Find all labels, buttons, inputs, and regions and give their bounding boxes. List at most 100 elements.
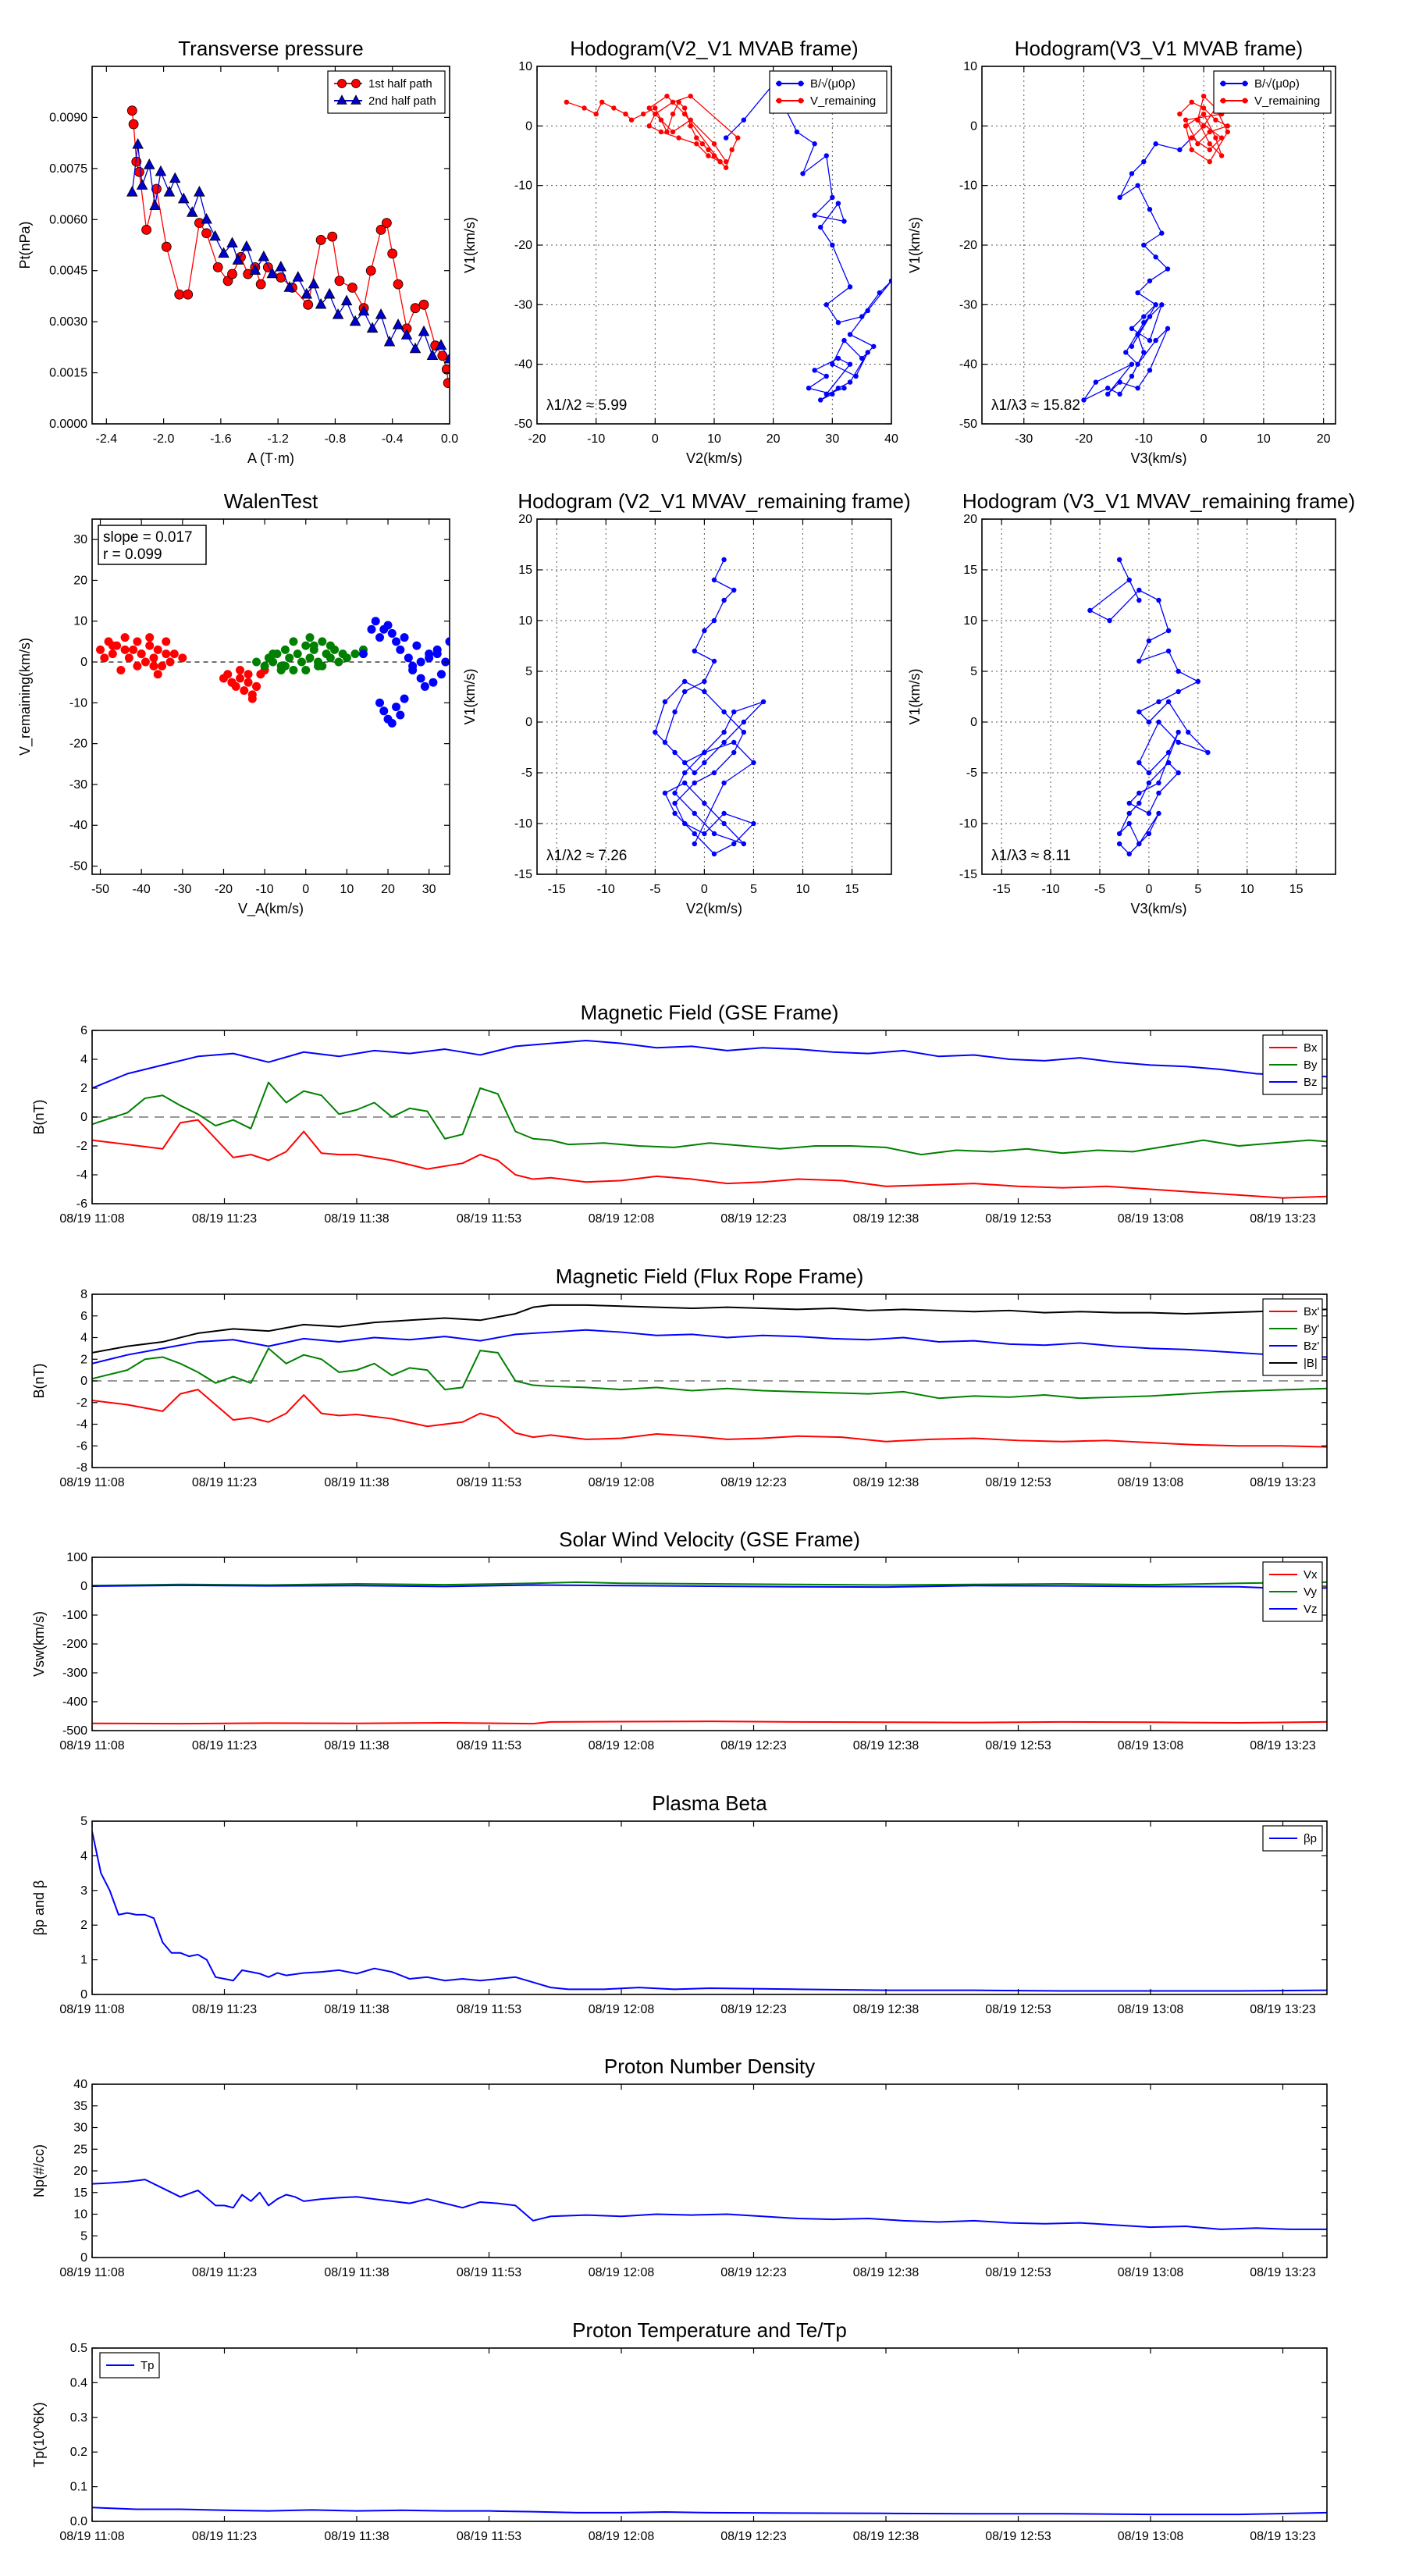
y-tick-label: 0 — [80, 1375, 87, 1388]
data-point — [1105, 391, 1111, 397]
data-point — [711, 831, 717, 837]
data-point — [741, 841, 747, 847]
x-axis-label: V2(km/s) — [686, 901, 742, 916]
y-tick-label: -5 — [966, 767, 977, 780]
x-tick-label: 08/19 12:38 — [853, 2003, 919, 2016]
data-point — [400, 329, 413, 340]
y-axis-label: Tp(10^6K) — [31, 2402, 47, 2467]
series-line — [92, 1119, 1327, 1199]
chart-walen: -50 -40 -30 -20 -10 0 10 20 30 -50 -40 -30 -20 -10 0 10… — [17, 489, 450, 917]
x-tick-label: 5 — [750, 883, 757, 896]
data-point — [1146, 831, 1152, 837]
eigenvalue-ratio: λ1/λ3 ≈ 8.11 — [991, 848, 1071, 864]
data-point — [1165, 628, 1172, 634]
axes-frame — [981, 518, 1336, 875]
data-point — [247, 694, 257, 703]
y-tick-label: 8 — [80, 1288, 87, 1301]
legend-marker — [336, 94, 347, 105]
data-point — [694, 141, 699, 147]
legend-label: Vx — [1304, 1568, 1318, 1582]
data-point — [681, 770, 688, 776]
y-tick-label: -50 — [959, 418, 977, 431]
data-point — [387, 718, 397, 728]
chart-h3: -15 -10 -5 0 5 10 15 20 -15 -10 -5 0 5 10 15 Hodogram (… — [462, 489, 911, 916]
x-tick-label: 20 — [767, 432, 781, 446]
series-line — [92, 1830, 1327, 1992]
data-point — [292, 271, 304, 282]
data-point — [145, 633, 155, 642]
data-point — [1176, 668, 1181, 674]
data-point — [441, 364, 450, 375]
data-point — [823, 391, 829, 397]
data-point — [1156, 780, 1161, 786]
data-point — [309, 641, 318, 650]
data-point — [812, 141, 817, 147]
y-tick-label: -30 — [69, 778, 87, 792]
data-point — [383, 621, 393, 630]
data-point — [706, 153, 711, 158]
data-point — [841, 337, 847, 343]
data-point — [847, 284, 853, 290]
data-point — [420, 681, 429, 691]
y-axis-label: V1(km/s) — [462, 669, 478, 725]
data-point — [1207, 147, 1212, 153]
series-line — [92, 1720, 1327, 1725]
legend-label: |B| — [1304, 1357, 1318, 1370]
x-tick-label: 08/19 11:23 — [192, 1739, 257, 1752]
x-tick-label: 10 — [707, 432, 721, 446]
data-point — [812, 212, 817, 219]
data-point — [367, 624, 376, 634]
x-tick-label: 08/19 11:08 — [59, 2266, 124, 2279]
y-tick-label: -400 — [62, 1695, 87, 1709]
data-point — [371, 617, 380, 626]
x-tick-label: -40 — [133, 883, 151, 896]
data-point — [1136, 800, 1142, 806]
data-point — [1136, 597, 1142, 603]
series-line — [92, 2507, 1327, 2516]
data-point — [400, 694, 409, 703]
y-tick-label: 40 — [73, 2078, 87, 2091]
data-point — [806, 386, 812, 391]
data-point — [1186, 729, 1191, 735]
y-tick-label: 100 — [66, 1551, 87, 1564]
data-point — [751, 760, 756, 766]
chart-tp: 0.00000.00150.00300.00450.00600.00750.00… — [17, 37, 458, 466]
x-tick-label: 10 — [1257, 432, 1271, 446]
y-tick-label: 5 — [80, 1815, 87, 1828]
series-line — [1083, 137, 1193, 401]
data-point — [711, 577, 717, 583]
data-point — [303, 299, 314, 310]
x-tick-label: 10 — [340, 883, 354, 896]
data-point — [201, 212, 212, 224]
y-tick-label: 0 — [80, 656, 87, 669]
chart-ts4: 0 1 2 3 4 5 08/19 11:08 08/19 11:23 08/19 11:38 0… — [31, 1791, 1328, 2016]
y-tick-label: -10 — [959, 817, 977, 831]
x-tick-label: 08/19 13:23 — [1250, 2003, 1316, 2016]
legend-marker — [350, 94, 361, 105]
chart-h1: -50 -40 -30 -20 -10 0 10 -20 -10 0 10 20 30 40 Hodogra… — [462, 37, 898, 466]
data-point — [1176, 739, 1181, 745]
data-point — [1129, 361, 1135, 367]
data-point — [1117, 194, 1122, 201]
data-point — [582, 105, 587, 111]
x-tick-label: 08/19 12:08 — [589, 1212, 655, 1226]
y-tick-label: -8 — [76, 1461, 87, 1475]
data-point — [1147, 207, 1153, 212]
y-tick-label: 0 — [970, 716, 977, 729]
data-point — [226, 237, 238, 248]
data-point — [275, 261, 287, 272]
data-point — [830, 194, 835, 201]
data-point — [723, 165, 729, 170]
chart-title: Solar Wind Velocity (GSE Frame) — [559, 1528, 860, 1551]
x-axis-label: V2(km/s) — [686, 450, 742, 466]
data-point — [721, 557, 727, 563]
data-point — [315, 297, 327, 309]
data-point — [1200, 111, 1207, 117]
data-area — [92, 1830, 1327, 1992]
x-tick-label: 08/19 11:08 — [59, 1212, 124, 1226]
data-point — [564, 99, 570, 105]
legend-box — [769, 70, 887, 114]
legend-label: βp — [1304, 1832, 1317, 1845]
data-point — [865, 350, 870, 355]
data-point — [681, 111, 688, 117]
